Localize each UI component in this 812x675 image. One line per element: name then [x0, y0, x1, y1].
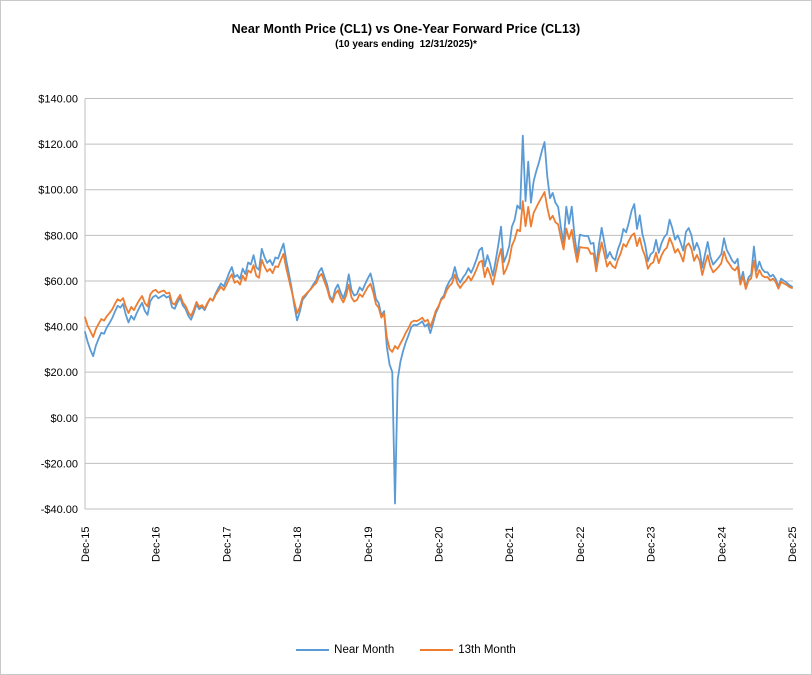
x-axis-tick-label: Dec-19: [363, 527, 375, 562]
x-axis-tick-label: Dec-25: [787, 527, 799, 562]
y-axis-tick-label: $40.00: [44, 322, 78, 334]
x-axis-tick-label: Dec-18: [292, 527, 304, 562]
x-axis-tick-label: Dec-23: [646, 527, 658, 562]
y-axis-tick-label: -$20.00: [41, 458, 78, 470]
near-month-line-swatch-icon: [296, 648, 330, 652]
x-axis-tick-label: Dec-15: [80, 527, 92, 562]
y-axis-tick-label: $120.00: [38, 139, 78, 151]
x-axis-tick-label: Dec-16: [151, 527, 163, 562]
series-line-near-month: [84, 134, 793, 505]
series-line-13th-month: [84, 191, 793, 353]
x-axis-tick-label: Dec-22: [575, 527, 587, 562]
legend-label-13th-month: 13th Month: [458, 644, 516, 656]
y-axis-tick-label: -$40.00: [41, 504, 78, 516]
x-axis-tick-label: Dec-17: [221, 527, 233, 562]
y-axis-tick-label: $80.00: [44, 230, 78, 242]
13th-month-line-swatch-icon: [420, 648, 454, 652]
y-axis-tick-label: $60.00: [44, 276, 78, 288]
legend-label-near-month: Near Month: [334, 644, 395, 656]
y-axis-tick-label: $20.00: [44, 367, 78, 379]
y-axis-tick-label: $140.00: [38, 94, 78, 106]
x-axis-tick-label: Dec-20: [434, 527, 446, 562]
legend-item-13th-month: 13th Month: [420, 644, 516, 656]
legend: Near Month 13th Month: [1, 644, 811, 656]
y-axis-tick-label: $100.00: [38, 185, 78, 197]
chart-title: Near Month Price (CL1) vs One-Year Forwa…: [231, 22, 581, 36]
legend-item-near-month: Near Month: [296, 644, 394, 656]
x-axis-tick-label: Dec-21: [504, 527, 516, 562]
y-axis-tick-label: $0.00: [50, 413, 78, 425]
x-axis-tick-label: Dec-24: [716, 527, 728, 562]
chart-subtitle: (10 years ending 12/31/2025)*: [335, 39, 477, 50]
